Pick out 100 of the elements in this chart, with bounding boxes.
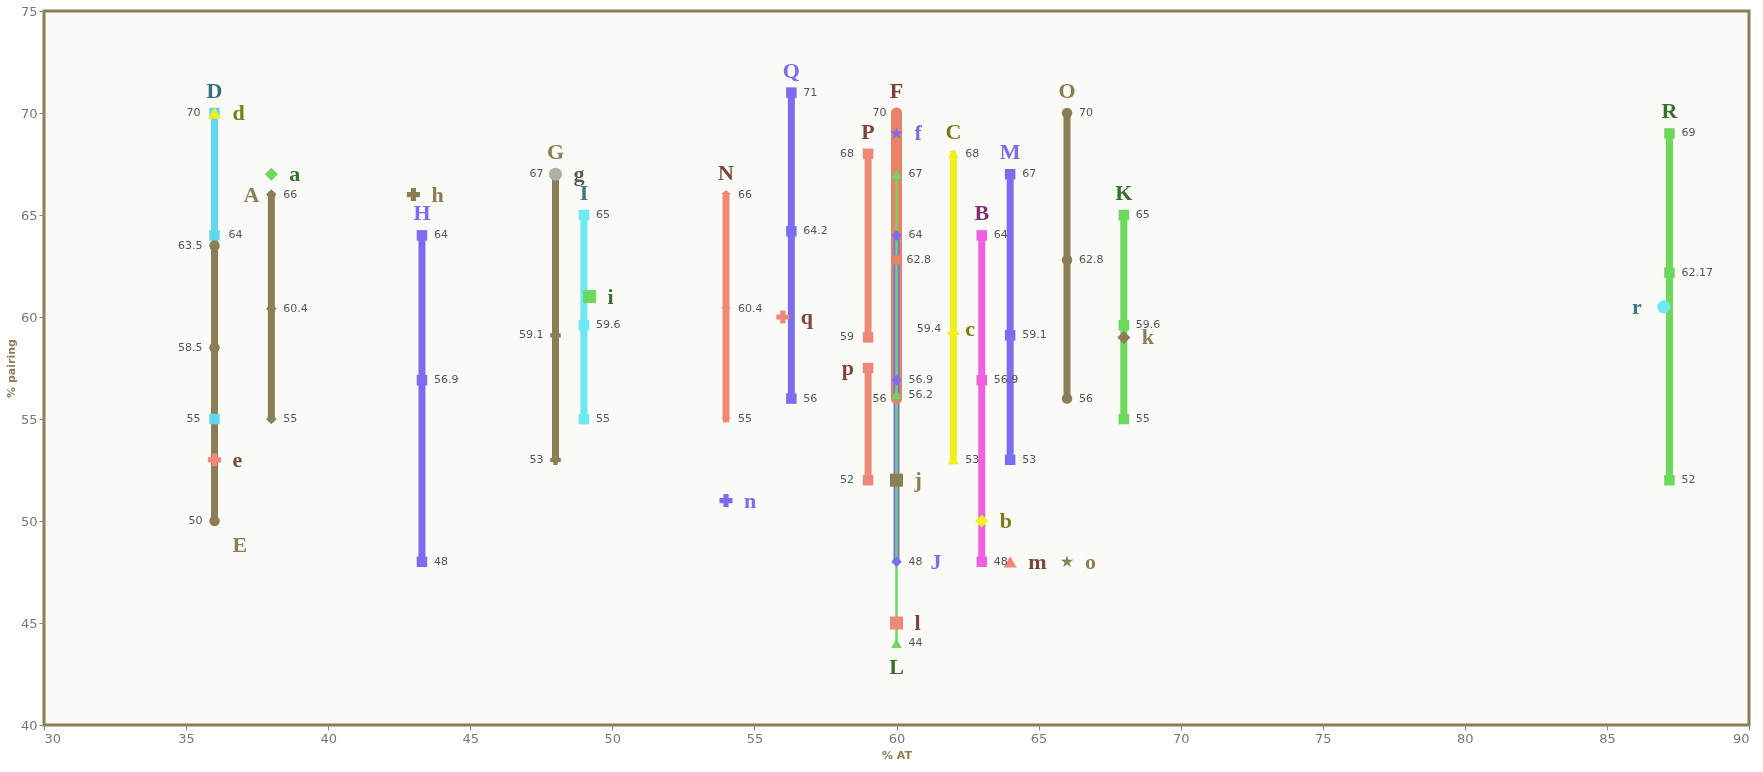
series-label: R (1661, 98, 1679, 124)
y-tick-label: 65 (20, 207, 38, 223)
data-label: 52 (840, 473, 855, 487)
data-label: 71 (803, 85, 818, 99)
data-label: 70 (186, 106, 201, 119)
y-tick-label: 70 (20, 105, 38, 121)
data-label: 68 (965, 146, 980, 160)
data-label: 66 (738, 187, 752, 201)
series-label: i (607, 283, 614, 309)
data-label: 53 (529, 452, 544, 466)
series-label: o (1085, 548, 1096, 574)
x-tick-label: 40 (320, 730, 337, 746)
series-label: B (974, 200, 990, 226)
series-label: N (718, 159, 735, 185)
series-label: q (800, 304, 814, 329)
x-axis-title: % AT (881, 748, 913, 762)
data-label: 62.17 (1681, 265, 1713, 279)
series-label: p (841, 355, 855, 380)
data-label: 55 (595, 412, 610, 425)
data-label: 48 (433, 554, 448, 568)
series-label: a (289, 161, 301, 187)
series-label: O (1058, 78, 1076, 103)
y-tick-label: 60 (20, 309, 38, 325)
data-label: 64 (228, 228, 243, 242)
series-label: m (1028, 548, 1047, 574)
data-label: 56 (803, 391, 818, 405)
data-label: 48 (993, 554, 1008, 568)
series-label: J (930, 548, 942, 574)
x-tick-label: 50 (604, 730, 622, 746)
series-label: d (232, 100, 245, 125)
series-label: l (914, 610, 921, 635)
x-tick-label: 45 (462, 730, 480, 746)
series-label: n (744, 487, 757, 513)
data-label: 60.4 (738, 301, 763, 315)
y-tick-label: 40 (20, 717, 38, 733)
data-label: 66 (283, 187, 298, 201)
data-label: 64.2 (803, 224, 828, 238)
data-label: 70 (872, 106, 887, 119)
data-label: 56.9 (908, 373, 933, 387)
data-label: 70 (1079, 106, 1093, 119)
data-label: 56 (1079, 391, 1093, 405)
series-label: c (965, 316, 976, 342)
data-label: 59 (840, 330, 855, 344)
x-tick-label: 75 (1314, 730, 1332, 746)
data-label: 65 (1135, 208, 1150, 221)
series-label: M (999, 139, 1021, 165)
data-label: 69 (1681, 126, 1696, 140)
series-label: K (1115, 180, 1133, 205)
x-tick-label: 70 (1172, 730, 1190, 746)
series-label: e (232, 446, 243, 472)
data-label: 59.1 (1022, 328, 1047, 342)
data-label: 53 (1022, 452, 1037, 466)
data-label: 64 (433, 228, 448, 242)
y-tick-label: 55 (20, 411, 38, 427)
data-label: 59.4 (916, 322, 942, 336)
x-tick-label: 30 (44, 730, 62, 746)
series-label: D (206, 78, 223, 103)
data-label: 55 (186, 412, 201, 425)
series-label: b (999, 508, 1012, 533)
series-label: C (945, 118, 962, 144)
data-label: 64 (908, 228, 923, 242)
series-label: F (889, 78, 904, 103)
data-label: 62.8 (906, 252, 931, 266)
series-label: G (546, 139, 565, 165)
x-tick-label: 65 (1030, 730, 1048, 746)
data-label: 58.5 (178, 340, 203, 354)
data-label: 56.2 (908, 387, 933, 401)
y-axis-title: % pairing (4, 339, 18, 398)
series-label: j (913, 467, 922, 493)
series-label: h (431, 181, 444, 207)
y-tick-label: 45 (20, 615, 38, 631)
data-label: 59.6 (595, 318, 621, 332)
series-label: L (889, 654, 904, 680)
x-tick-label: 60 (888, 730, 906, 746)
series-label: r (1631, 293, 1642, 319)
x-tick-label: 55 (746, 730, 764, 746)
data-label: 67 (529, 167, 544, 181)
x-tick-label: 35 (178, 730, 195, 746)
data-label: 56 (872, 391, 887, 405)
y-tick-label: 50 (20, 513, 38, 529)
series-label: P (861, 118, 875, 144)
data-label: 64 (993, 228, 1008, 242)
data-label: 50 (188, 514, 203, 527)
data-label: 68 (840, 146, 855, 160)
y-tick-label: 75 (20, 3, 38, 19)
data-label: 67 (1022, 167, 1037, 181)
series-label: E (232, 532, 248, 557)
data-label: 48 (908, 554, 923, 568)
series-label: Q (782, 57, 800, 83)
data-label: 59.1 (519, 328, 544, 342)
data-label: 63.5 (178, 238, 203, 252)
x-tick-label: 90 (1732, 730, 1750, 746)
data-label: 67 (908, 167, 923, 181)
data-label: 65 (595, 208, 610, 221)
data-label: 62.8 (1079, 252, 1104, 266)
data-label: 56.9 (433, 373, 459, 387)
series-label: A (243, 181, 260, 207)
data-label: 55 (283, 412, 298, 425)
data-label: 44 (908, 636, 923, 650)
data-label: 55 (738, 412, 752, 425)
